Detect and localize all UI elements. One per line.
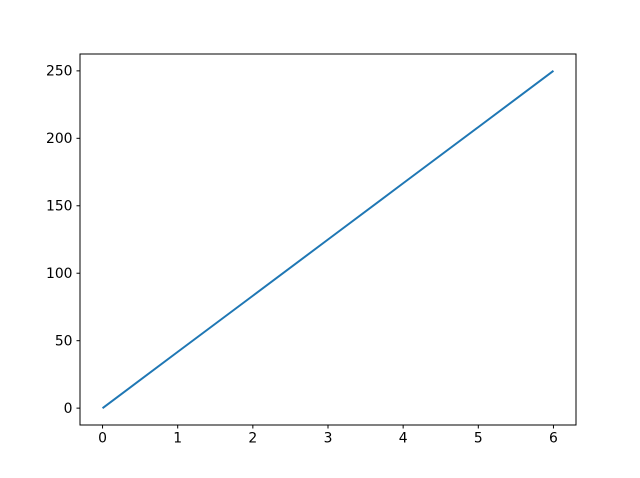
y-tick-label: 50	[55, 333, 73, 349]
x-tick-label: 6	[549, 431, 558, 447]
y-tick-label: 250	[46, 64, 73, 80]
x-tick-label: 2	[248, 431, 257, 447]
data-line-series-1	[101, 70, 555, 409]
x-tick-label: 1	[173, 431, 182, 447]
y-tick-label: 150	[46, 199, 73, 215]
x-tick-label: 4	[399, 431, 408, 447]
x-tick-label: 3	[324, 431, 333, 447]
x-tick-label: 0	[98, 431, 107, 447]
y-tick-label: 0	[64, 401, 73, 417]
y-tick-label: 200	[46, 131, 73, 147]
x-tick-label: 5	[474, 431, 483, 447]
y-tick-label: 100	[46, 266, 73, 282]
